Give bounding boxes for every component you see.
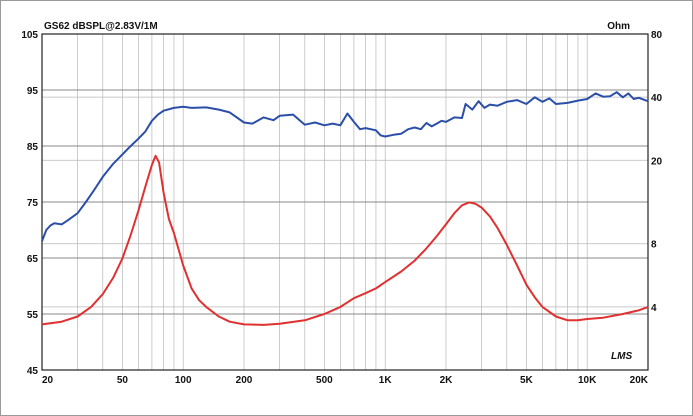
y-right-tick-label: 80 xyxy=(651,30,663,41)
chart-title: GS62 dBSPL@2.83V/1M xyxy=(44,21,158,32)
plot-border xyxy=(41,33,649,371)
axis-labels: 20 50 100 200 500 1K 2K 5K 10K 20K 45 55 65 75 85 95 105… xyxy=(21,30,662,386)
y-right-tick-label: 4 xyxy=(651,303,657,314)
right-axis-unit: Ohm xyxy=(607,21,630,32)
y-left-tick-label: 105 xyxy=(21,30,38,41)
spl-curve xyxy=(41,91,649,242)
x-tick-label: 50 xyxy=(117,375,129,386)
y-right-tick-label: 40 xyxy=(651,93,663,104)
x-tick-label: 5K xyxy=(520,375,534,386)
signature-mark: LMS xyxy=(611,351,632,362)
y-left-tick-label: 75 xyxy=(27,198,39,209)
y-left-tick-label: 85 xyxy=(27,142,39,153)
x-tick-label: 500 xyxy=(316,375,333,386)
x-tick-label: 1K xyxy=(379,375,393,386)
x-tick-label: 100 xyxy=(175,375,192,386)
x-tick-label: 10K xyxy=(578,375,597,386)
x-tick-label: 2K xyxy=(440,375,454,386)
y-left-tick-label: 55 xyxy=(27,310,39,321)
y-left-tick-label: 65 xyxy=(27,254,39,265)
x-tick-label: 20K xyxy=(630,375,649,386)
x-tick-label: 200 xyxy=(236,375,253,386)
impedance-curve xyxy=(41,154,649,326)
y-left-tick-label: 45 xyxy=(27,366,39,377)
y-right-tick-label: 8 xyxy=(651,240,657,251)
y-left-tick-label: 95 xyxy=(27,86,39,97)
y-right-tick-label: 20 xyxy=(651,156,663,167)
curves xyxy=(41,91,649,326)
x-tick-label: 20 xyxy=(42,375,54,386)
grid xyxy=(41,33,649,371)
